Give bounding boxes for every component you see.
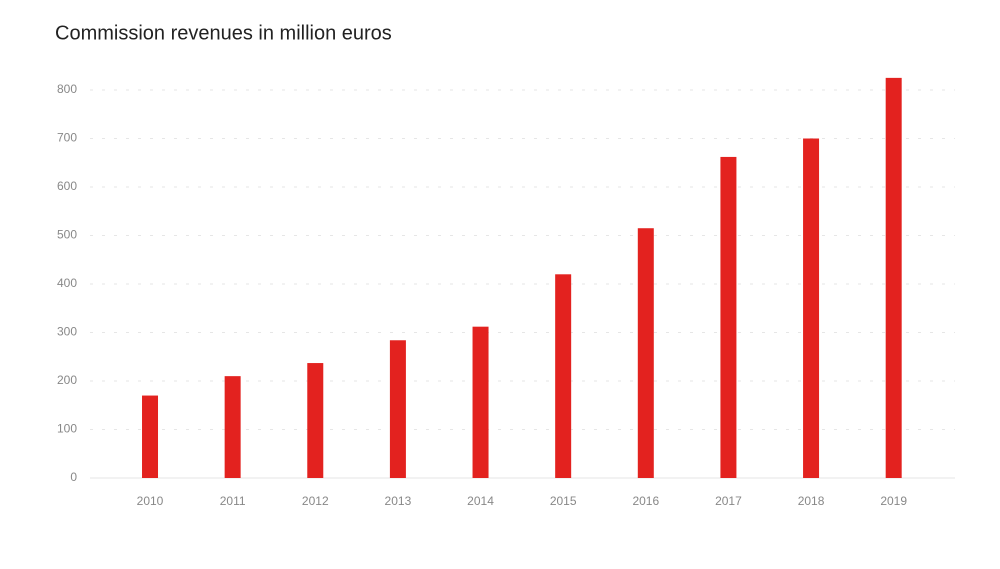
y-tick-label: 500 xyxy=(57,228,77,242)
bar xyxy=(307,363,324,478)
bar xyxy=(224,376,241,478)
bar xyxy=(885,77,902,478)
x-tick-label: 2010 xyxy=(137,494,164,508)
bar xyxy=(389,340,406,478)
bar xyxy=(720,156,737,478)
x-tick-label: 2018 xyxy=(798,494,825,508)
bar xyxy=(803,138,820,478)
x-tick-label: 2014 xyxy=(467,494,494,508)
y-tick-label: 700 xyxy=(57,131,77,145)
x-tick-label: 2011 xyxy=(220,494,246,508)
bar xyxy=(637,228,654,478)
x-tick-label: 2015 xyxy=(550,494,577,508)
bar xyxy=(472,326,489,478)
y-tick-label: 600 xyxy=(57,179,77,193)
bar xyxy=(142,395,159,478)
x-tick-label: 2017 xyxy=(715,494,742,508)
x-tick-label: 2013 xyxy=(385,494,412,508)
y-tick-label: 400 xyxy=(57,276,77,290)
x-tick-label: 2012 xyxy=(302,494,329,508)
y-tick-label: 100 xyxy=(57,422,77,436)
bar xyxy=(555,274,572,478)
x-tick-label: 2019 xyxy=(880,494,907,508)
y-tick-label: 0 xyxy=(70,470,77,484)
chart-title: Commission revenues in million euros xyxy=(55,22,392,44)
x-tick-label: 2016 xyxy=(632,494,659,508)
y-tick-label: 200 xyxy=(57,373,77,387)
y-tick-label: 800 xyxy=(57,82,77,96)
y-tick-label: 300 xyxy=(57,325,77,339)
